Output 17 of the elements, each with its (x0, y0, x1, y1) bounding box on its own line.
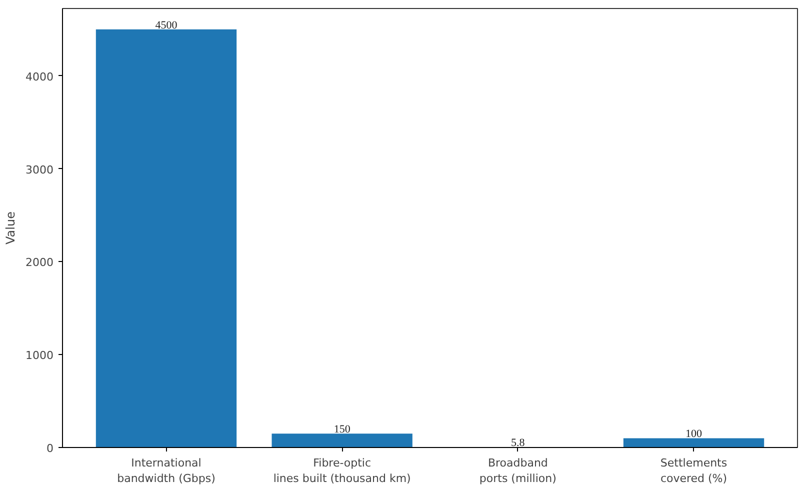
y-axis-title: Value (4, 212, 18, 244)
bar (623, 438, 764, 448)
data-label: 150 (334, 424, 351, 436)
data-label: 4500 (155, 19, 178, 32)
y-tick-label: 3000 (26, 163, 54, 176)
y-tick-label: 4000 (26, 70, 54, 84)
bar (272, 434, 412, 448)
x-tick-label: Settlements covered (%) (660, 456, 728, 486)
y-tick-label: 2000 (26, 256, 54, 270)
data-label: 5.8 (511, 436, 526, 449)
x-tick-label: International bandwidth (Gbps) (117, 456, 216, 486)
y-tick-label: 1000 (26, 349, 54, 362)
x-tick-label: Broadband ports (million) (479, 456, 556, 486)
y-tick-label: 0 (46, 442, 54, 455)
data-label: 100 (686, 428, 703, 440)
bar (96, 29, 237, 448)
x-tick-label: Fibre-optic lines built (thousand km) (273, 456, 411, 486)
